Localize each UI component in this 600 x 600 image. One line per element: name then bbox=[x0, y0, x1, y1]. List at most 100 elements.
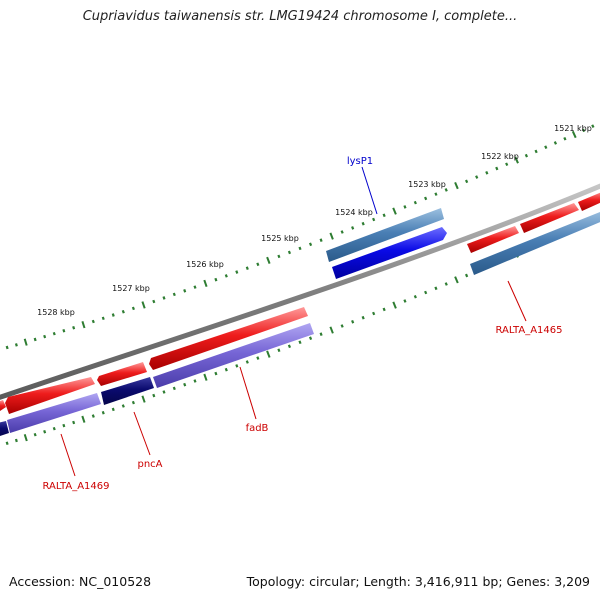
cds-navy-bar-pncA[interactable] bbox=[101, 377, 154, 405]
gene-label-fadB[interactable]: fadB bbox=[246, 423, 269, 434]
ruler-minor-tick bbox=[111, 407, 115, 412]
ruler-minor-tick bbox=[475, 175, 479, 179]
ruler-major-tick bbox=[141, 395, 146, 403]
ruler-minor-tick bbox=[14, 343, 18, 347]
cds-forward-arrow-fadB[interactable] bbox=[149, 307, 308, 370]
ruler-minor-tick bbox=[382, 307, 386, 312]
ruler-major-tick bbox=[23, 338, 28, 346]
ruler-minor-tick bbox=[162, 296, 166, 300]
callout-line-RALTA_A1469 bbox=[60, 433, 76, 477]
ruler-minor-tick bbox=[361, 221, 365, 226]
cds-purple-bar-fadB[interactable] bbox=[153, 323, 314, 388]
cds-forward-arrow[interactable] bbox=[467, 226, 519, 253]
ruler-minor-tick bbox=[424, 290, 428, 295]
ruler-minor-tick bbox=[413, 200, 417, 205]
callout-line-fadB bbox=[239, 366, 257, 420]
ruler-minor-tick bbox=[424, 196, 428, 201]
gene-label-pncA[interactable]: pncA bbox=[137, 459, 162, 470]
ruler-minor-tick bbox=[372, 311, 376, 316]
ruler-minor-tick bbox=[52, 426, 56, 431]
genome-backbone bbox=[0, 183, 600, 400]
ruler-minor-tick bbox=[524, 153, 529, 158]
ruler-major-tick bbox=[514, 156, 519, 164]
ruler-major-tick bbox=[392, 301, 397, 309]
ruler-minor-tick bbox=[62, 328, 66, 333]
ruler-minor-tick bbox=[214, 371, 218, 376]
ruler-tick-label: 1528 kbp bbox=[37, 308, 75, 317]
ruler-minor-tick bbox=[193, 379, 197, 383]
ruler-minor-tick bbox=[131, 306, 135, 311]
cds-blue-arrow-lysP1[interactable] bbox=[332, 227, 447, 279]
ruler-minor-tick bbox=[224, 367, 228, 372]
ruler-minor-tick bbox=[505, 162, 509, 167]
accession-text: Accession: NC_010528 bbox=[9, 574, 152, 589]
cds-forward-arrow-pncA[interactable] bbox=[97, 362, 147, 386]
ruler-minor-tick bbox=[434, 286, 438, 291]
ruler-minor-tick bbox=[172, 292, 176, 297]
ruler-minor-tick bbox=[111, 313, 115, 317]
ruler-major-tick bbox=[571, 130, 577, 139]
ruler-minor-tick bbox=[224, 274, 228, 278]
ruler-minor-tick bbox=[308, 242, 313, 247]
ruler-minor-tick bbox=[563, 136, 567, 141]
ruler-minor-tick bbox=[287, 250, 292, 255]
ruler-minor-tick bbox=[235, 270, 239, 274]
cds-forward-arrow[interactable] bbox=[578, 191, 600, 211]
ruler-minor-tick bbox=[101, 316, 105, 321]
ruler-minor-tick bbox=[72, 420, 76, 425]
ruler-minor-tick bbox=[256, 262, 260, 267]
cds-forward-arrow-RALTA_A1469[interactable] bbox=[5, 377, 95, 414]
cds-steel-bar[interactable] bbox=[470, 210, 600, 275]
ruler-minor-tick bbox=[256, 356, 260, 360]
ruler-minor-tick bbox=[287, 344, 292, 349]
ruler-minor-tick bbox=[544, 145, 548, 150]
ruler-major-tick bbox=[81, 415, 86, 423]
ruler-minor-tick bbox=[72, 325, 76, 330]
ruler-major-tick bbox=[266, 350, 271, 358]
gene-label-RALTA_A1469[interactable]: RALTA_A1469 bbox=[42, 481, 109, 492]
gene-callouts: lysP1 RALTA_A1465 fadB pncA RALTA_A1469 bbox=[42, 156, 562, 492]
gene-label-RALTA_A1465[interactable]: RALTA_A1465 bbox=[495, 325, 562, 336]
ruler-minor-tick bbox=[33, 432, 37, 437]
gene-label-lysP1[interactable]: lysP1 bbox=[347, 156, 373, 167]
ruler-tick-label: 1527 kbp bbox=[112, 284, 150, 293]
cds-forward-arrow[interactable] bbox=[520, 203, 579, 233]
ruler-major-tick bbox=[203, 279, 208, 288]
ruler-minor-tick bbox=[464, 273, 469, 278]
ruler-minor-tick bbox=[382, 213, 386, 218]
ruler-minor-tick bbox=[14, 438, 18, 443]
ruler-minor-tick bbox=[308, 336, 313, 341]
forward-features-right bbox=[467, 191, 600, 275]
forward-features-left bbox=[0, 307, 308, 414]
ruler-minor-tick bbox=[121, 309, 125, 314]
ruler-minor-tick bbox=[319, 332, 323, 336]
ruler-minor-tick bbox=[444, 188, 448, 192]
ruler-minor-tick bbox=[485, 170, 489, 175]
callout-line-pncA bbox=[133, 411, 151, 456]
ruler-minor-tick bbox=[495, 166, 499, 171]
ruler-minor-tick bbox=[298, 246, 302, 251]
ruler-minor-tick bbox=[235, 364, 239, 368]
ruler-minor-tick bbox=[193, 285, 197, 289]
ruler-minor-tick bbox=[62, 423, 66, 428]
ruler-major-tick bbox=[23, 434, 28, 442]
cds-navy-bar[interactable] bbox=[0, 421, 9, 437]
topology-summary: Topology: circular; Length: 3,416,911 bp… bbox=[246, 574, 590, 589]
ruler-minor-tick bbox=[534, 149, 538, 154]
ruler-tick-label: 1523 kbp bbox=[408, 180, 446, 189]
ruler-minor-tick bbox=[277, 348, 281, 353]
ruler-minor-tick bbox=[43, 334, 47, 339]
callout-line-RALTA_A1465 bbox=[507, 280, 527, 322]
ruler-minor-tick bbox=[214, 277, 218, 282]
ruler-major-tick bbox=[203, 373, 208, 381]
ruler-tick-label: 1526 kbp bbox=[186, 260, 224, 269]
cds-forward-arrow[interactable] bbox=[0, 400, 6, 413]
ruler-minor-tick bbox=[413, 294, 417, 299]
callout-line-lysP1 bbox=[361, 166, 378, 215]
cds-purple-bar-RALTA_A1469[interactable] bbox=[7, 393, 101, 433]
ruler-minor-tick bbox=[581, 128, 586, 133]
ruler-minor-tick bbox=[464, 179, 469, 184]
cds-steel-bar[interactable] bbox=[326, 208, 444, 262]
ruler-minor-tick bbox=[340, 324, 344, 328]
